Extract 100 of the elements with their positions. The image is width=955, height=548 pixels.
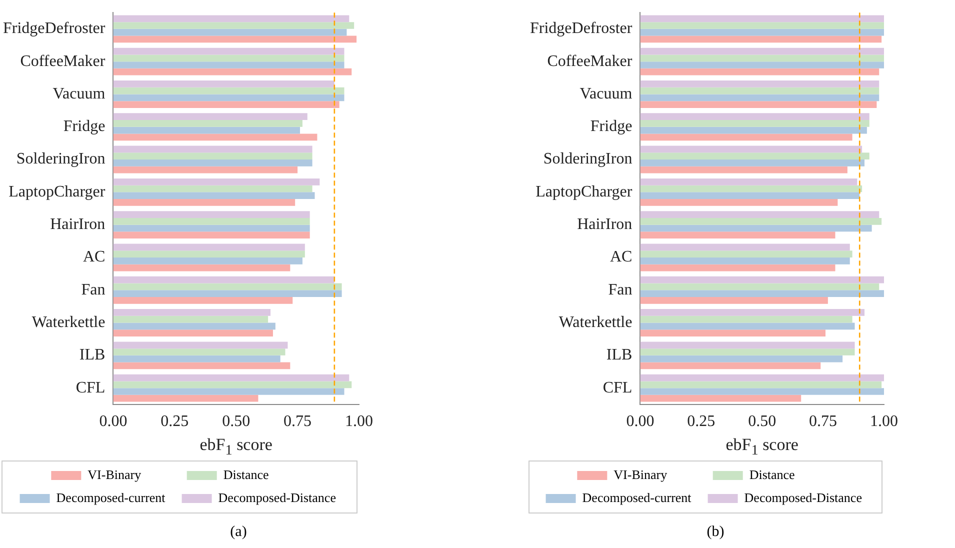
bar	[640, 160, 864, 166]
bar	[640, 120, 870, 127]
bar	[640, 348, 855, 356]
bar	[640, 224, 872, 232]
bar	[113, 22, 354, 29]
bar	[113, 283, 342, 290]
y-tick-label: Vacuum	[52, 85, 106, 102]
bar	[113, 342, 288, 349]
bar	[640, 15, 884, 22]
bar	[113, 250, 305, 258]
legend-label: Distance	[223, 466, 308, 482]
bar	[113, 330, 273, 336]
bar	[113, 388, 344, 395]
bar	[113, 126, 300, 134]
y-tick-label: Fridge	[590, 118, 632, 136]
bar	[113, 87, 344, 94]
y-tick-label: ILB	[79, 346, 106, 364]
bar	[113, 101, 340, 108]
bar	[113, 316, 268, 323]
y-tick-label: LaptopCharger	[8, 183, 106, 200]
bar	[113, 348, 286, 356]
bar	[113, 257, 302, 264]
bar	[640, 218, 882, 225]
y-tick-label: CoffeeMaker	[547, 52, 633, 70]
bar	[640, 152, 870, 160]
y-tick-label: Fridge	[63, 118, 106, 136]
bar	[113, 120, 302, 127]
y-tick-label: Waterkettle	[32, 314, 106, 331]
bar	[113, 152, 312, 160]
bar	[640, 126, 867, 134]
bar	[640, 48, 884, 55]
bar	[113, 94, 344, 102]
legend-label: Decomposed-current	[582, 490, 698, 505]
bar	[113, 218, 310, 225]
bar	[113, 309, 271, 316]
y-tick-label: Vacuum	[580, 85, 633, 102]
bar	[640, 36, 882, 43]
bar	[640, 54, 884, 62]
bar	[640, 330, 826, 336]
bar	[640, 322, 855, 330]
bar	[113, 264, 290, 272]
y-tick-label: Fan	[81, 281, 106, 298]
bar	[113, 113, 308, 120]
bar	[640, 283, 880, 290]
bar	[640, 342, 855, 349]
bar	[640, 257, 850, 264]
bar	[113, 48, 344, 55]
bar	[640, 94, 880, 102]
bar	[113, 244, 305, 251]
bar	[113, 211, 310, 218]
bar	[113, 232, 310, 239]
bar	[640, 232, 836, 239]
bar	[640, 68, 880, 76]
bar	[640, 113, 870, 120]
y-tick-label: Fan	[608, 281, 632, 298]
bar	[113, 28, 347, 36]
bar	[640, 381, 882, 388]
y-tick-label: AC	[610, 248, 632, 266]
x-tick-label: 0.25	[160, 413, 189, 430]
x-axis-title: ebF$_{1}$ score	[724, 435, 800, 460]
bar	[113, 381, 352, 388]
y-tick-label: CFL	[76, 379, 106, 396]
bar	[640, 134, 852, 141]
bar	[113, 276, 334, 284]
x-tick-label: 0.50	[748, 413, 776, 430]
bar	[640, 101, 877, 108]
bar	[113, 199, 296, 206]
y-tick-label: CFL	[602, 379, 632, 396]
bar	[113, 394, 258, 402]
y-tick-label: FridgeDefroster	[530, 20, 633, 38]
text: (b)	[706, 524, 726, 541]
bar	[113, 290, 342, 297]
y-tick-label: CoffeeMaker	[20, 52, 106, 70]
legend-label: Decomposed-Distance	[744, 490, 866, 505]
x-tick-label: 0.00	[99, 413, 128, 430]
bar	[640, 362, 821, 370]
bar	[640, 374, 884, 382]
bar	[113, 166, 298, 174]
bar	[113, 160, 312, 166]
bar	[113, 134, 318, 141]
y-tick-label: SolderingIron	[16, 150, 106, 168]
x-axis-title: ebF$_{1}$ score	[198, 435, 274, 460]
bar	[640, 22, 884, 29]
bar	[640, 394, 802, 402]
bar	[113, 54, 344, 62]
legend-label: Decomposed-current	[56, 490, 172, 505]
legend-label: Decomposed-Distance	[218, 490, 340, 505]
bar	[113, 192, 315, 200]
y-tick-label: ILB	[606, 346, 632, 364]
y-tick-label: FridgeDefroster	[3, 20, 106, 38]
bar	[640, 185, 862, 192]
y-tick-label: AC	[82, 248, 106, 266]
bar	[640, 146, 862, 153]
y-tick-label: HairIron	[50, 216, 106, 234]
bar	[113, 68, 352, 76]
bar	[113, 15, 350, 22]
bar	[113, 62, 344, 68]
x-tick-label: 0.75	[284, 413, 312, 430]
bar	[640, 290, 884, 297]
x-tick-label: 0.50	[222, 413, 250, 430]
